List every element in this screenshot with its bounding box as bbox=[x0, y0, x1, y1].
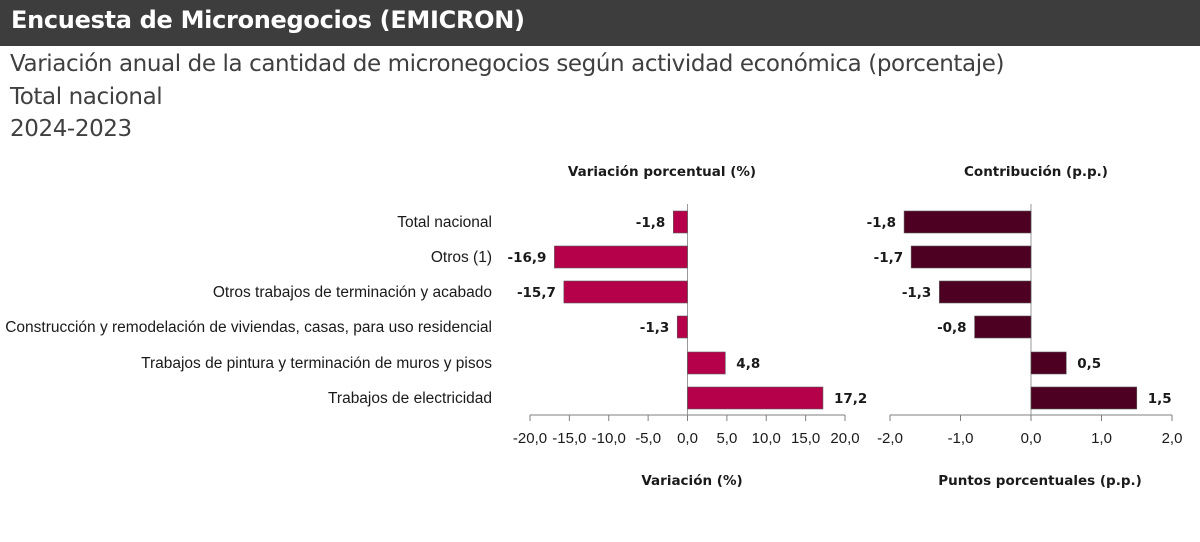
data-label: -1,3 bbox=[902, 285, 932, 301]
category-label: Otros (1) bbox=[431, 249, 492, 266]
data-label: -16,9 bbox=[507, 250, 546, 266]
x-tick-label: 15,0 bbox=[791, 430, 820, 447]
bar bbox=[687, 351, 726, 375]
category-label: Total nacional bbox=[397, 214, 492, 231]
bar bbox=[554, 245, 688, 269]
x-tick-label: -10,0 bbox=[592, 430, 626, 447]
data-label: -15,7 bbox=[517, 285, 556, 301]
bar bbox=[563, 280, 688, 304]
bar bbox=[974, 315, 1032, 339]
category-label: Construcción y remodelación de viviendas… bbox=[5, 319, 492, 336]
x-tick-label: -2,0 bbox=[877, 430, 903, 447]
x-axis-title: Puntos porcentuales (p.p.) bbox=[938, 473, 1142, 489]
bar bbox=[1030, 386, 1138, 410]
x-tick-label: -5,0 bbox=[635, 430, 661, 447]
x-tick-label: 10,0 bbox=[752, 430, 781, 447]
x-tick-label: 20,0 bbox=[830, 430, 859, 447]
data-label: -1,3 bbox=[640, 320, 670, 336]
data-label: -1,7 bbox=[874, 250, 904, 266]
data-label: 0,5 bbox=[1077, 356, 1101, 372]
chart-period: 2024-2023 bbox=[10, 116, 132, 142]
bar bbox=[939, 280, 1032, 304]
category-label: Trabajos de electricidad bbox=[328, 390, 492, 407]
x-tick-label: -15,0 bbox=[552, 430, 586, 447]
bar bbox=[687, 386, 824, 410]
data-label: 1,5 bbox=[1148, 391, 1172, 407]
bar bbox=[676, 315, 688, 339]
x-tick-label: 5,0 bbox=[716, 430, 737, 447]
header-bar: Encuesta de Micronegocios (EMICRON) bbox=[0, 0, 1200, 46]
category-label: Otros trabajos de terminación y acabado bbox=[213, 284, 492, 301]
data-label: -1,8 bbox=[867, 215, 897, 231]
chart-scope: Total nacional bbox=[10, 84, 163, 110]
data-label: 17,2 bbox=[834, 391, 867, 407]
chart-title: Variación porcentual (%) bbox=[568, 164, 756, 180]
x-tick-label: 0,0 bbox=[677, 430, 698, 447]
chart-subtitle: Variación anual de la cantidad de micron… bbox=[10, 51, 1005, 77]
x-tick-label: 2,0 bbox=[1162, 430, 1183, 447]
page-title: Encuesta de Micronegocios (EMICRON) bbox=[11, 6, 525, 34]
bar bbox=[673, 210, 688, 234]
x-tick-label: 0,0 bbox=[1021, 430, 1042, 447]
data-label: -0,8 bbox=[937, 320, 967, 336]
x-tick-label: 1,0 bbox=[1091, 430, 1112, 447]
data-label: -1,8 bbox=[636, 215, 666, 231]
bar bbox=[903, 210, 1032, 234]
x-tick-label: -1,0 bbox=[948, 430, 974, 447]
chart-title: Contribución (p.p.) bbox=[964, 164, 1108, 180]
x-axis-title: Variación (%) bbox=[641, 473, 742, 489]
bar bbox=[910, 245, 1032, 269]
x-tick-label: -20,0 bbox=[513, 430, 547, 447]
data-label: 4,8 bbox=[736, 356, 760, 372]
bar bbox=[1030, 351, 1067, 375]
category-label: Trabajos de pintura y terminación de mur… bbox=[141, 355, 492, 372]
